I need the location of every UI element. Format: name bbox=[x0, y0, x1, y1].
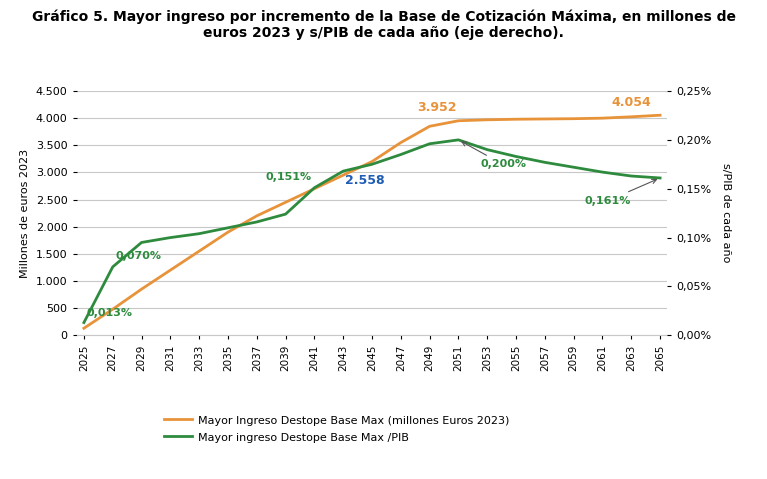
Mayor ingreso Destope Base Max /PIB bbox=[597, 169, 607, 175]
Mayor Ingreso Destope Base Max (millones Euros 2023) bbox=[482, 117, 492, 123]
Mayor Ingreso Destope Base Max (millones Euros 2023) bbox=[281, 199, 290, 205]
Y-axis label: s/PIB de cada año: s/PIB de cada año bbox=[721, 163, 731, 263]
Mayor ingreso Destope Base Max /PIB bbox=[569, 164, 578, 170]
Mayor ingreso Destope Base Max /PIB bbox=[454, 137, 463, 143]
Mayor ingreso Destope Base Max /PIB bbox=[310, 185, 319, 191]
Mayor ingreso Destope Base Max /PIB bbox=[397, 152, 406, 158]
Text: 0,013%: 0,013% bbox=[87, 308, 133, 318]
Text: 0,070%: 0,070% bbox=[116, 251, 162, 261]
Mayor Ingreso Destope Base Max (millones Euros 2023) bbox=[310, 186, 319, 192]
Text: 2.558: 2.558 bbox=[345, 174, 384, 187]
Mayor Ingreso Destope Base Max (millones Euros 2023) bbox=[252, 213, 262, 219]
Mayor ingreso Destope Base Max /PIB bbox=[108, 264, 117, 270]
Mayor Ingreso Destope Base Max (millones Euros 2023) bbox=[367, 159, 377, 164]
Mayor Ingreso Destope Base Max (millones Euros 2023) bbox=[454, 118, 463, 124]
Mayor Ingreso Destope Base Max (millones Euros 2023) bbox=[166, 267, 175, 273]
Text: 4.054: 4.054 bbox=[611, 96, 651, 109]
Mayor ingreso Destope Base Max /PIB bbox=[79, 319, 88, 325]
Text: 0,161%: 0,161% bbox=[585, 179, 657, 205]
Mayor Ingreso Destope Base Max (millones Euros 2023) bbox=[597, 115, 607, 121]
Mayor Ingreso Destope Base Max (millones Euros 2023) bbox=[108, 307, 117, 312]
Mayor ingreso Destope Base Max /PIB bbox=[195, 231, 204, 237]
Mayor Ingreso Destope Base Max (millones Euros 2023) bbox=[540, 116, 549, 122]
Mayor Ingreso Destope Base Max (millones Euros 2023) bbox=[569, 116, 578, 122]
Line: Mayor ingreso Destope Base Max /PIB: Mayor ingreso Destope Base Max /PIB bbox=[84, 140, 660, 322]
Legend: Mayor Ingreso Destope Base Max (millones Euros 2023), Mayor ingreso Destope Base: Mayor Ingreso Destope Base Max (millones… bbox=[164, 414, 509, 443]
Mayor ingreso Destope Base Max /PIB bbox=[252, 219, 262, 225]
Mayor ingreso Destope Base Max /PIB bbox=[367, 161, 377, 167]
Line: Mayor Ingreso Destope Base Max (millones Euros 2023): Mayor Ingreso Destope Base Max (millones… bbox=[84, 115, 660, 328]
Mayor ingreso Destope Base Max /PIB bbox=[627, 173, 636, 179]
Mayor Ingreso Destope Base Max (millones Euros 2023) bbox=[627, 114, 636, 120]
Text: Gráfico 5. Mayor ingreso por incremento de la Base de Cotización Máxima, en mill: Gráfico 5. Mayor ingreso por incremento … bbox=[31, 10, 736, 40]
Mayor ingreso Destope Base Max /PIB bbox=[540, 160, 549, 165]
Mayor Ingreso Destope Base Max (millones Euros 2023) bbox=[195, 248, 204, 254]
Mayor Ingreso Destope Base Max (millones Euros 2023) bbox=[338, 172, 347, 178]
Mayor ingreso Destope Base Max /PIB bbox=[425, 141, 434, 147]
Text: 0,151%: 0,151% bbox=[265, 172, 311, 182]
Mayor ingreso Destope Base Max /PIB bbox=[223, 225, 232, 231]
Text: 3.952: 3.952 bbox=[417, 101, 456, 114]
Mayor ingreso Destope Base Max /PIB bbox=[512, 154, 521, 160]
Mayor ingreso Destope Base Max /PIB bbox=[482, 147, 492, 152]
Mayor ingreso Destope Base Max /PIB bbox=[281, 211, 290, 217]
Mayor Ingreso Destope Base Max (millones Euros 2023) bbox=[512, 116, 521, 122]
Mayor ingreso Destope Base Max /PIB bbox=[338, 168, 347, 174]
Mayor Ingreso Destope Base Max (millones Euros 2023) bbox=[137, 286, 146, 292]
Mayor ingreso Destope Base Max /PIB bbox=[137, 240, 146, 245]
Mayor Ingreso Destope Base Max (millones Euros 2023) bbox=[79, 325, 88, 331]
Mayor ingreso Destope Base Max /PIB bbox=[656, 175, 665, 181]
Mayor Ingreso Destope Base Max (millones Euros 2023) bbox=[656, 113, 665, 118]
Mayor ingreso Destope Base Max /PIB bbox=[166, 235, 175, 240]
Text: 0,200%: 0,200% bbox=[462, 142, 526, 170]
Mayor Ingreso Destope Base Max (millones Euros 2023) bbox=[223, 229, 232, 235]
Mayor Ingreso Destope Base Max (millones Euros 2023) bbox=[397, 140, 406, 146]
Y-axis label: Millones de euros 2023: Millones de euros 2023 bbox=[21, 148, 31, 278]
Mayor Ingreso Destope Base Max (millones Euros 2023) bbox=[425, 124, 434, 129]
